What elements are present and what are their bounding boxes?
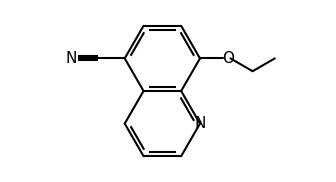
Text: N: N: [65, 51, 77, 66]
Text: O: O: [222, 51, 234, 66]
Text: N: N: [194, 116, 206, 131]
